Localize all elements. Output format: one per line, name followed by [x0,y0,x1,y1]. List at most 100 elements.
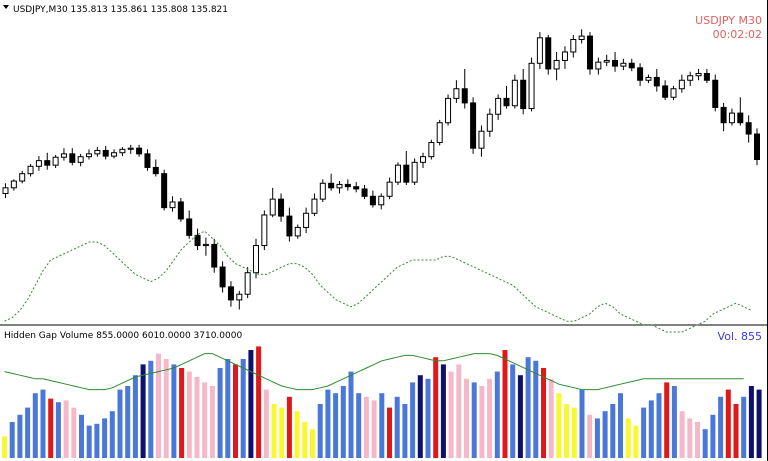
candle [161,169,168,211]
volume-bar [356,393,362,458]
indicator-title: Hidden Gap Volume 855.0000 6010.0000 371… [4,331,242,341]
candle-body [503,97,510,107]
candle [27,164,34,177]
volume-bar [248,350,254,458]
candle-body [553,59,560,70]
volume-bar [279,407,285,458]
price-pane[interactable] [2,29,760,310]
candle [52,154,59,168]
candle [461,68,468,109]
volume-bar [48,398,54,458]
candle-body [194,234,201,247]
candle-body [662,85,669,98]
candle [470,97,477,154]
candle-body [344,183,351,188]
volume-upper-band [4,230,752,333]
candle-body [353,186,360,190]
candle [328,173,335,191]
candle-body [645,76,652,81]
volume-bar [448,371,454,458]
volume-bar [687,418,693,458]
candle-body [52,156,59,166]
candle-body [536,37,543,64]
volume-bar [541,368,546,458]
volume-bar [433,357,439,458]
candle-body [319,182,326,200]
candle [152,159,159,177]
candle-body [737,112,744,124]
candle-body [86,153,92,158]
candle-body [545,37,552,70]
volume-bar [664,382,670,458]
candle [445,94,452,126]
candle-body [570,39,577,53]
candle-body [378,195,385,206]
candle [420,152,426,168]
candle-body [520,79,527,110]
candle [737,97,744,126]
volume-bar [510,364,516,458]
candle-body [703,72,710,81]
volume-bar [564,404,570,458]
candle-body [411,161,418,183]
volume-pane[interactable] [2,230,762,458]
candle [578,29,585,44]
volume-bar [725,389,731,458]
candle [587,32,593,75]
candle [687,71,694,86]
volume-bar [710,414,716,458]
candle-body [2,187,9,194]
candle [386,177,393,200]
volume-bar [86,425,92,458]
volume-bar [340,386,346,458]
volume-bar [579,389,585,458]
candle [486,108,493,137]
candle-body [102,149,109,157]
candle [278,193,285,222]
volume-bar [641,407,647,458]
candle [253,238,259,279]
volume-bar [587,414,593,458]
volume-bar [40,389,46,458]
dropdown-triangle-icon[interactable] [3,5,9,9]
candle [570,34,577,58]
volume-bar [679,411,685,458]
candle-body [712,79,719,108]
candle [303,207,310,234]
volume-bar [479,386,485,458]
candle [678,74,685,93]
candle-body [695,72,702,77]
candle [169,196,176,212]
candle-body [44,160,51,166]
volume-bar [325,389,331,458]
candle-body [453,88,460,99]
candle-body [19,173,26,182]
candle [453,80,460,103]
candle-body [403,164,410,183]
candle [194,228,201,251]
candle [344,179,351,191]
candle [403,151,410,185]
candle [261,210,268,251]
volume-bar [109,411,115,458]
volume-bar [494,371,500,458]
volume-bar [348,371,354,458]
volume-bar [695,422,700,458]
candle [35,156,42,171]
candle-body [420,156,426,163]
candle-body [728,112,735,124]
candle [269,187,276,218]
candle [44,152,51,170]
candle [612,51,619,72]
candle [653,68,660,92]
candle-body [745,122,752,135]
candle-body [211,243,218,268]
volume-bar [741,396,747,458]
candle-body [612,59,619,67]
candle [244,267,251,299]
candle [411,158,418,185]
candle-body [77,156,84,163]
candle-body [127,147,134,150]
candle-body [428,142,435,158]
